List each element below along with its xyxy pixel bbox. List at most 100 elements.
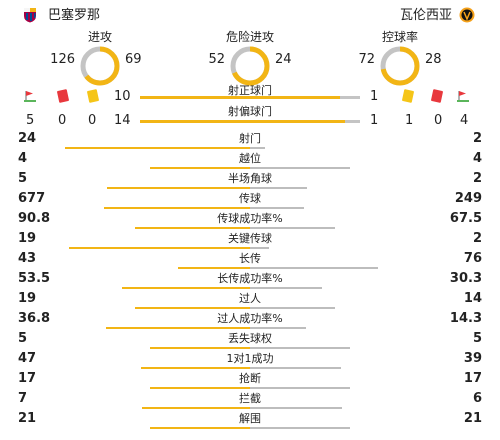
stat-home-value: 90.8 <box>18 211 51 226</box>
stat-away-bar <box>250 347 350 349</box>
stat-home-bar <box>141 367 250 369</box>
away-team-name: 瓦伦西亚 <box>399 8 452 23</box>
stat-home-value: 21 <box>18 411 37 426</box>
stat-away-bar <box>250 327 306 329</box>
stat-label: 过人 <box>239 292 261 305</box>
donut-title: 进攻 <box>87 30 112 44</box>
stat-away-value: 6 <box>472 391 482 406</box>
home-corners-count: 5 <box>26 113 35 128</box>
red-card-icon <box>56 89 70 103</box>
stat-away-value: 4 <box>472 151 482 166</box>
stat-row: 5 丢失球权 5 <box>0 331 500 351</box>
shots-on-bar-fill <box>140 96 340 99</box>
stat-home-bar <box>69 247 250 249</box>
stat-away-value: 249 <box>454 191 482 206</box>
stat-row: 17 抢断 17 <box>0 371 500 391</box>
donut-attacks: 进攻 126 69 <box>25 30 175 90</box>
stat-label: 过人成功率% <box>217 312 283 325</box>
stat-home-value: 677 <box>18 191 46 206</box>
corner-flag-icon <box>457 91 469 102</box>
stat-away-value: 67.5 <box>449 211 482 226</box>
home-yellow-count: 0 <box>88 113 97 128</box>
stat-away-bar <box>250 147 265 149</box>
stat-row: 4 越位 4 <box>0 151 500 171</box>
stat-row: 90.8 传球成功率% 67.5 <box>0 211 500 231</box>
away-corners-count: 4 <box>460 113 469 128</box>
stat-away-bar <box>250 167 350 169</box>
donut-ring <box>80 46 120 86</box>
stat-away-value: 76 <box>463 251 482 266</box>
stat-row: 7 拦截 6 <box>0 391 500 411</box>
shots-off-label: 射偏球门 <box>228 105 272 118</box>
donut-away-value: 69 <box>125 52 142 67</box>
donut-ring <box>230 46 270 86</box>
stat-away-value: 21 <box>463 411 482 426</box>
stat-away-value: 5 <box>472 331 482 346</box>
stat-label: 半场角球 <box>228 172 272 185</box>
donut-title: 控球率 <box>381 30 418 44</box>
stat-row: 53.5 长传成功率% 30.3 <box>0 271 500 291</box>
donut-possession: 控球率 72 28 <box>325 30 475 90</box>
stat-label: 长传 <box>239 252 261 265</box>
donut-ring <box>380 46 420 86</box>
stat-home-bar <box>107 187 250 189</box>
stat-home-bar <box>135 227 250 229</box>
stat-row: 19 关键传球 2 <box>0 231 500 251</box>
stat-home-bar <box>142 407 250 409</box>
stat-home-bar <box>104 207 250 209</box>
stat-away-bar <box>250 427 350 429</box>
stat-row: 21 解围 21 <box>0 411 500 431</box>
stat-label: 越位 <box>239 152 261 165</box>
stat-row: 47 1对1成功 39 <box>0 351 500 371</box>
stat-away-bar <box>250 187 307 189</box>
shots-on-target-row: 射正球门 10 1 <box>0 82 500 104</box>
stat-home-bar <box>150 167 250 169</box>
stat-home-value: 53.5 <box>18 271 51 286</box>
stat-label: 传球成功率% <box>217 212 283 225</box>
shots-on-home: 10 <box>114 89 131 104</box>
team-header: 巴塞罗那 瓦伦西亚 <box>0 0 500 30</box>
shots-on-away: 1 <box>370 89 379 104</box>
stat-away-value: 14 <box>463 291 482 306</box>
stat-home-value: 17 <box>18 371 37 386</box>
stat-home-bar <box>122 287 250 289</box>
stat-label: 长传成功率% <box>217 272 283 285</box>
stat-row: 24 射门 2 <box>0 131 500 151</box>
stat-home-value: 19 <box>18 231 37 246</box>
away-yellow-count: 1 <box>405 113 414 128</box>
stat-away-value: 2 <box>472 231 482 246</box>
home-red-count: 0 <box>58 113 67 128</box>
stat-home-value: 19 <box>18 291 37 306</box>
barcelona-crest-icon <box>24 8 36 23</box>
away-red-count: 0 <box>434 113 443 128</box>
stat-row: 43 长传 76 <box>0 251 500 271</box>
yellow-card-icon <box>86 89 100 103</box>
stat-home-value: 47 <box>18 351 37 366</box>
stat-label: 解围 <box>239 412 261 425</box>
stat-away-value: 14.3 <box>449 311 482 326</box>
stat-away-bar <box>250 307 335 309</box>
stat-home-value: 43 <box>18 251 37 266</box>
stat-away-value: 30.3 <box>449 271 482 286</box>
stat-home-value: 36.8 <box>18 311 51 326</box>
stat-home-value: 24 <box>18 131 37 146</box>
stat-away-bar <box>250 387 350 389</box>
stat-away-bar <box>250 207 304 209</box>
corner-flag-icon <box>24 91 36 102</box>
shots-on-bar <box>140 96 360 99</box>
donut-title: 危险进攻 <box>225 30 274 44</box>
stat-home-value: 7 <box>18 391 28 406</box>
donut-home-value: 72 <box>358 52 375 67</box>
yellow-card-icon <box>401 89 415 103</box>
stat-home-value: 4 <box>18 151 28 166</box>
shots-on-label: 射正球门 <box>228 84 272 97</box>
stat-home-value: 5 <box>18 171 28 186</box>
donut-dangerous-attacks: 危险进攻 52 24 <box>175 30 325 90</box>
shots-off-bar <box>140 120 360 123</box>
stat-home-bar <box>106 327 250 329</box>
stat-label: 抢断 <box>239 372 261 385</box>
stat-home-bar <box>150 387 250 389</box>
stat-label: 拦截 <box>239 392 261 405</box>
shots-off-away: 1 <box>370 113 379 128</box>
stat-row: 19 过人 14 <box>0 291 500 311</box>
